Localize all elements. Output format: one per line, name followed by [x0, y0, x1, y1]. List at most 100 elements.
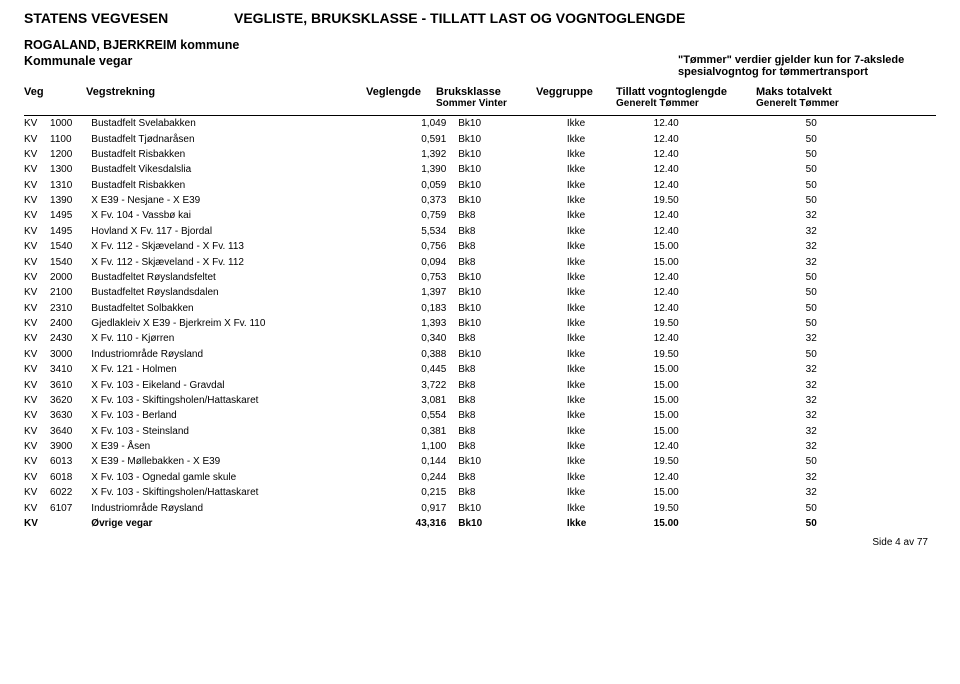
- table-row: KV3900X E39 - Åsen1,100Bk8Ikke12.4032: [24, 439, 936, 454]
- cell-strekning: Bustadfelt Risbakken: [91, 178, 395, 193]
- cell-vog-tommer: [730, 393, 806, 408]
- cell-veg-num: 6013: [50, 454, 91, 469]
- cell-veg-num: 3620: [50, 393, 91, 408]
- cell-max-tommer: [871, 393, 936, 408]
- cell-strekning: X Fv. 121 - Holmen: [91, 362, 395, 377]
- cell-max-tommer: [871, 239, 936, 254]
- cell-strekning: Industriområde Røysland: [91, 347, 395, 362]
- cell-max-generelt: 50: [806, 347, 871, 362]
- cell-vog-generelt: 19.50: [654, 500, 730, 515]
- cell-max-tommer: [871, 162, 936, 177]
- cell-lengde: 0,753: [395, 270, 458, 285]
- cell-lengde: 0,144: [395, 454, 458, 469]
- cell-max-generelt: 50: [806, 178, 871, 193]
- cell-veggruppe: Ikke: [567, 347, 654, 362]
- cell-max-tommer: [871, 470, 936, 485]
- cell-veg-num: 3610: [50, 377, 91, 392]
- cell-bruksklasse: Bk8: [458, 239, 567, 254]
- cell-max-tommer: [871, 362, 936, 377]
- cell-bruksklasse: Bk8: [458, 254, 567, 269]
- cell-strekning: X Fv. 104 - Vassbø kai: [91, 208, 395, 223]
- cell-strekning: Bustadfelt Svelabakken: [91, 116, 395, 131]
- cell-lengde: 0,340: [395, 331, 458, 346]
- cell-veg-num: 1000: [50, 116, 91, 131]
- cell-strekning: Øvrige vegar: [91, 516, 395, 531]
- col-max-label: Maks totalvekt: [756, 86, 832, 98]
- cell-vog-generelt: 15.00: [654, 254, 730, 269]
- cell-vog-generelt: 12.40: [654, 208, 730, 223]
- cell-strekning: X Fv. 110 - Kjørren: [91, 331, 395, 346]
- cell-vog-generelt: 15.00: [654, 485, 730, 500]
- table-row: KV6013X E39 - Møllebakken - X E390,144Bk…: [24, 454, 936, 469]
- cell-max-generelt: 32: [806, 254, 871, 269]
- cell-veg-prefix: KV: [24, 162, 50, 177]
- table-row: KV2310Bustadfeltet Solbakken0,183Bk10Ikk…: [24, 301, 936, 316]
- cell-max-tommer: [871, 301, 936, 316]
- cell-veg-num: 1540: [50, 254, 91, 269]
- cell-strekning: Gjedlakleiv X E39 - Bjerkreim X Fv. 110: [91, 316, 395, 331]
- cell-lengde: 1,397: [395, 285, 458, 300]
- cell-bruksklasse: Bk10: [458, 516, 567, 531]
- cell-veggruppe: Ikke: [567, 454, 654, 469]
- cell-veggruppe: Ikke: [567, 301, 654, 316]
- cell-vog-generelt: 12.40: [654, 162, 730, 177]
- cell-veggruppe: Ikke: [567, 224, 654, 239]
- cell-vog-generelt: 19.50: [654, 193, 730, 208]
- cell-max-tommer: [871, 208, 936, 223]
- col-max-sub: Generelt Tømmer: [756, 98, 876, 109]
- timber-note: "Tømmer" verdier gjelder kun for 7-aksle…: [678, 54, 928, 78]
- doc-title: VEGLISTE, BRUKSKLASSE - TILLATT LAST OG …: [234, 10, 685, 26]
- cell-veg-num: 1540: [50, 239, 91, 254]
- cell-lengde: 1,390: [395, 162, 458, 177]
- cell-max-generelt: 50: [806, 516, 871, 531]
- cell-bruksklasse: Bk10: [458, 270, 567, 285]
- cell-bruksklasse: Bk8: [458, 331, 567, 346]
- col-vog-sub: Generelt Tømmer: [616, 98, 756, 109]
- cell-vog-tommer: [730, 178, 806, 193]
- header-row: STATENS VEGVESEN VEGLISTE, BRUKSKLASSE -…: [24, 10, 936, 26]
- cell-strekning: X E39 - Åsen: [91, 439, 395, 454]
- cell-lengde: 1,393: [395, 316, 458, 331]
- cell-strekning: Bustadfelt Tjødnaråsen: [91, 131, 395, 146]
- cell-max-generelt: 32: [806, 239, 871, 254]
- cell-lengde: 3,722: [395, 377, 458, 392]
- cell-veggruppe: Ikke: [567, 208, 654, 223]
- cell-veg-num: 3630: [50, 408, 91, 423]
- column-header: Veg Vegstrekning Veglengde Bruksklasse S…: [24, 82, 936, 116]
- table-row: KV3620X Fv. 103 - Skiftingsholen/Hattask…: [24, 393, 936, 408]
- cell-vog-generelt: 15.00: [654, 424, 730, 439]
- cell-vog-tommer: [730, 116, 806, 131]
- cell-veg-prefix: KV: [24, 193, 50, 208]
- cell-veg-num: 3000: [50, 347, 91, 362]
- cell-max-generelt: 50: [806, 285, 871, 300]
- cell-vog-tommer: [730, 239, 806, 254]
- cell-lengde: 0,244: [395, 470, 458, 485]
- cell-veg-num: 1310: [50, 178, 91, 193]
- cell-max-tommer: [871, 516, 936, 531]
- table-row: KV2400Gjedlakleiv X E39 - Bjerkreim X Fv…: [24, 316, 936, 331]
- cell-bruksklasse: Bk8: [458, 362, 567, 377]
- timber-note-1: "Tømmer" verdier gjelder kun for 7-aksle…: [678, 54, 904, 66]
- table-row: KV1540X Fv. 112 - Skjæveland - X Fv. 113…: [24, 239, 936, 254]
- table-row: KV3000Industriområde Røysland0,388Bk10Ik…: [24, 347, 936, 362]
- cell-veg-prefix: KV: [24, 516, 50, 531]
- cell-vog-generelt: 12.40: [654, 470, 730, 485]
- cell-vog-tommer: [730, 131, 806, 146]
- cell-veg-num: 2430: [50, 331, 91, 346]
- cell-veggruppe: Ikke: [567, 500, 654, 515]
- cell-vog-tommer: [730, 362, 806, 377]
- cell-strekning: X Fv. 112 - Skjæveland - X Fv. 113: [91, 239, 395, 254]
- cell-vog-tommer: [730, 193, 806, 208]
- roadtype: Kommunale vegar: [24, 54, 678, 78]
- cell-bruksklasse: Bk10: [458, 147, 567, 162]
- cell-vog-generelt: 15.00: [654, 408, 730, 423]
- cell-vog-tommer: [730, 516, 806, 531]
- cell-strekning: X E39 - Nesjane - X E39: [91, 193, 395, 208]
- cell-max-tommer: [871, 331, 936, 346]
- col-strekning: Vegstrekning: [86, 86, 366, 109]
- table-row: KV6022X Fv. 103 - Skiftingsholen/Hattask…: [24, 485, 936, 500]
- cell-max-tommer: [871, 178, 936, 193]
- cell-veg-num: [50, 516, 91, 531]
- cell-bruksklasse: Bk8: [458, 470, 567, 485]
- cell-veg-num: 1495: [50, 208, 91, 223]
